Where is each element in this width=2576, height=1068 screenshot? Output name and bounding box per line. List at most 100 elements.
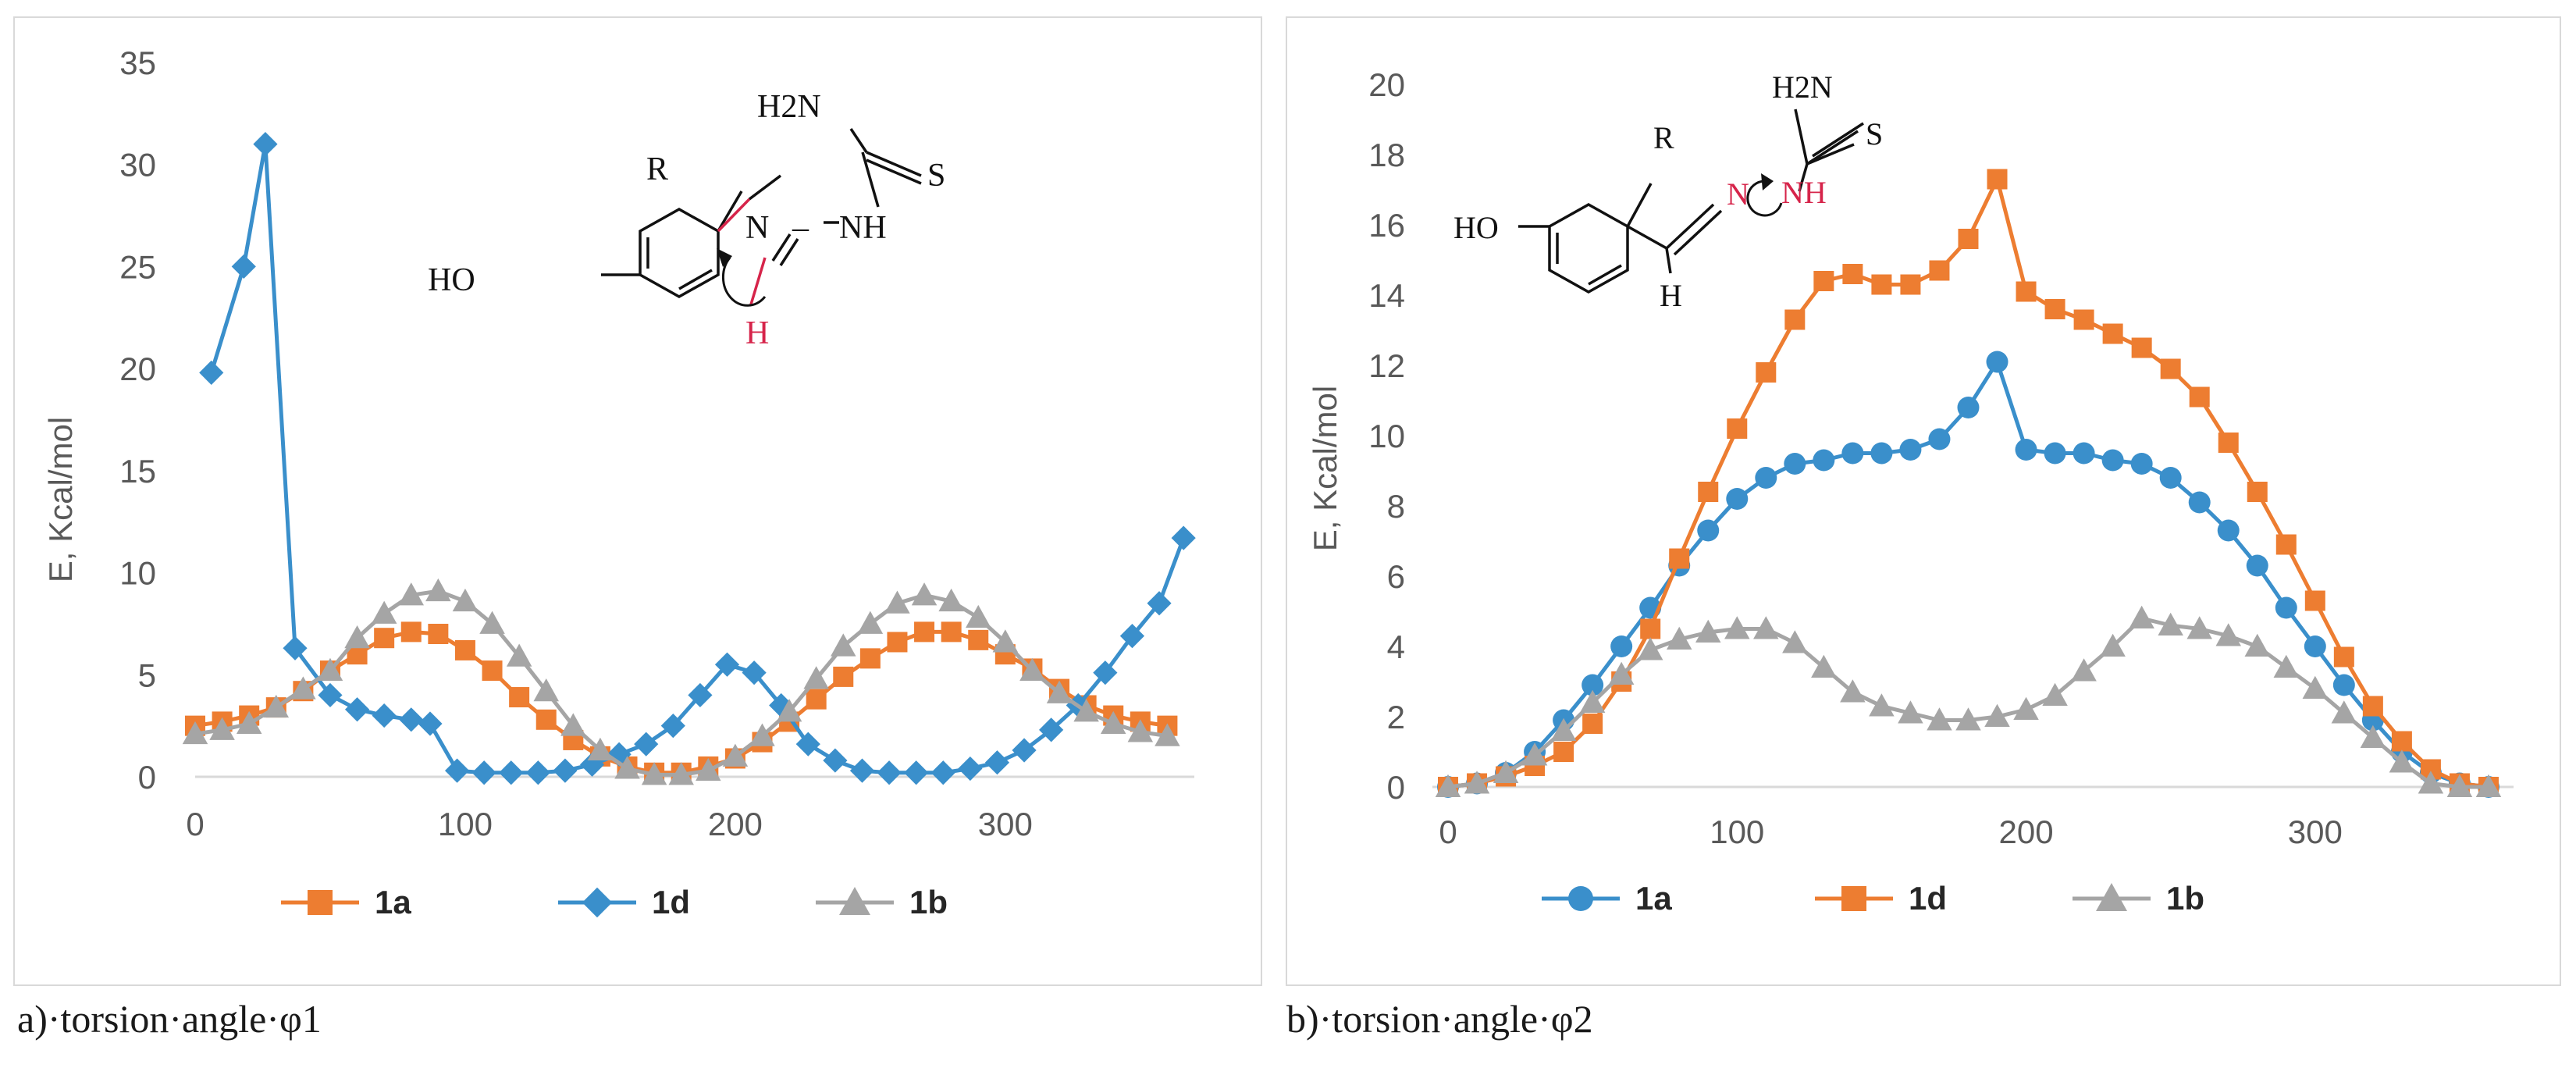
chart-b-series-1d-point: [1813, 271, 1834, 291]
chart-b-legend-1d-label: 1d: [1909, 880, 1947, 917]
chart-a-series-1a-point: [859, 648, 881, 669]
chart-a-series-1b-point: [1046, 680, 1073, 703]
chart-b-legend-1a-marker: [1568, 886, 1593, 911]
chart-a-series-1d-point: [553, 758, 578, 783]
structure-b-sulfur: S: [1866, 116, 1883, 151]
structure-a-amine: H2N: [757, 89, 821, 125]
chart-a-series-1b-point: [398, 582, 425, 606]
structure-a-hydroxyl: HO: [428, 262, 475, 298]
chart-a-y-tick-label: 5: [138, 657, 156, 693]
chart-b-series-1b-point: [2013, 696, 2039, 720]
structure-a-hydrogen: H: [745, 315, 769, 351]
chart-a-series-1b-point: [831, 633, 856, 657]
chart-a-series-1b-point: [1127, 719, 1154, 742]
chart-a-series-1b-point: [1100, 710, 1126, 735]
rotation-arrow-a: [721, 257, 767, 307]
chart-b-y-tick-label: 2: [1387, 699, 1405, 735]
chart-b-series-1a-point: [1841, 442, 1864, 465]
chart-b-series-1b-point: [1869, 693, 1895, 717]
structure-a-substituent: R: [646, 151, 668, 187]
structure-a-imine-n: N: [745, 210, 769, 246]
chart-b-series-1a-point: [1726, 488, 1749, 510]
chart-b-y-tick-label: 14: [1368, 277, 1405, 314]
chart-a-series-1d-point: [958, 756, 983, 781]
chart-b-series-1a-point: [2101, 449, 2124, 472]
chart-b-series-1a-point: [2304, 635, 2326, 657]
chart-a-series-1b-point: [425, 578, 451, 602]
chart-b-series-1d-point: [2333, 646, 2354, 668]
chart-a-legend-1b-label: 1b: [909, 884, 948, 920]
chart-b-series-1b-point: [2273, 654, 2300, 678]
chart-a-series-1b-point: [668, 762, 694, 785]
chart-b-series-1d-point: [2073, 309, 2094, 330]
chart-a-legend-1b-marker: [839, 887, 870, 915]
chart-b-series-1d-point: [2218, 433, 2239, 453]
chart-b-caption: b)·torsion·angle·φ2: [1286, 997, 1593, 1041]
chart-b-y-ticks: 0 2 4 6 8 10 12 14 16 18 20: [1368, 66, 1405, 806]
chart-a-y-tick-label: 0: [138, 759, 156, 796]
chart-b-series-1d-point: [1669, 548, 1690, 569]
chart-a-series-1d-point: [444, 758, 470, 783]
chart-a-series-1b-point: [1019, 657, 1045, 682]
chart-a-series-1a-point: [509, 687, 530, 708]
chart-b-series-1b-point: [2475, 774, 2502, 797]
chart-a-series-1a-point: [941, 621, 962, 643]
chart-b-series-1b-point: [1927, 707, 1952, 731]
chart-a-series-1d-point: [283, 635, 308, 660]
structure-a-molecule: H2N S R HO N – NH H: [428, 89, 945, 351]
chart-a-x-tick-label: 0: [186, 806, 204, 842]
chart-a-series-1b-point: [587, 737, 614, 761]
chart-a-series-1d-point: [660, 714, 685, 739]
chart-b-series-1a-point: [2188, 491, 2211, 514]
chart-b-series-1d-point: [2362, 696, 2383, 717]
chart-a-series-1a-point: [428, 624, 449, 644]
chart-b-series-1a-point: [1813, 449, 1835, 472]
chart-a-x-tick-label: 100: [438, 806, 493, 842]
chart-b-series-1d-point: [1929, 260, 1950, 281]
structure-b-molecule: H2N S R HO N NH H: [1453, 69, 1883, 313]
chart-a-series-1d-point: [904, 760, 929, 785]
chart-b-series-1b-point: [2302, 675, 2329, 699]
rotation-arrow-b: [1746, 180, 1783, 217]
chart-b-series: [1435, 169, 2502, 798]
chart-b-series-1b-point: [2331, 700, 2357, 724]
chart-b-y-tick-label: 6: [1387, 558, 1405, 595]
chart-a-series-1b-point: [884, 590, 910, 614]
chart-b-series-1b-point: [1840, 679, 1866, 703]
chart-a-series-1a-point: [887, 632, 908, 653]
chart-a-series-1a-point: [914, 621, 935, 643]
chart-b-series-1a-point: [1928, 428, 1951, 450]
chart-b-x-tick-label: 200: [1999, 813, 2054, 850]
chart-b-y-tick-label: 4: [1387, 628, 1405, 665]
chart-b-series-1b-point: [1550, 717, 1577, 741]
chart-a-series-1b-point: [749, 723, 775, 746]
chart-a-series-1d-point: [1039, 717, 1064, 742]
chart-a-series-1b-point: [371, 600, 397, 624]
chart-b-series-1b-point: [1753, 616, 1779, 639]
chart-b-series-1b-point: [1955, 707, 1981, 731]
chart-b-series-1a-point: [1784, 453, 1806, 475]
chart-a-series-1b-point: [965, 604, 991, 628]
chart-a-series-1b-point: [263, 694, 290, 718]
chart-b-y-tick-label: 12: [1368, 347, 1405, 384]
chart-b-series-1b-point: [1984, 703, 2010, 727]
chart-b-series-1b-point: [1724, 616, 1750, 639]
chart-b-series-1a-point: [2275, 596, 2297, 619]
chart-a-legend-1d-label: 1d: [652, 884, 690, 920]
chart-a-series-1d-point: [318, 682, 343, 708]
chart-b-series-1b-point: [1608, 661, 1635, 685]
chart-b: 0 2 4 6 8 10 12 14 16 18 20 0 100 200 300 E, Kcal/mol…: [1286, 66, 2514, 1041]
chart-b-series-1d-point: [1553, 742, 1574, 762]
chart-b-series-1a-point: [1870, 442, 1893, 465]
chart-a-series-1d-point: [253, 131, 278, 157]
chart-b-series-1d-point: [1871, 274, 1892, 295]
structure-b-hydroxyl: HO: [1453, 210, 1499, 245]
structure-b-hydrogen: H: [1660, 278, 1682, 313]
chart-a-series-1d-point: [823, 748, 848, 773]
chart-a-legend-1a-marker: [308, 890, 333, 915]
chart-a-series-1d-point: [634, 732, 659, 756]
chart-a-y-tick-label: 30: [119, 147, 156, 183]
chart-a-series-1a-point: [535, 709, 557, 730]
chart-b-series-1d-point: [1900, 274, 1921, 295]
chart-a-series-1a-point: [833, 666, 854, 687]
